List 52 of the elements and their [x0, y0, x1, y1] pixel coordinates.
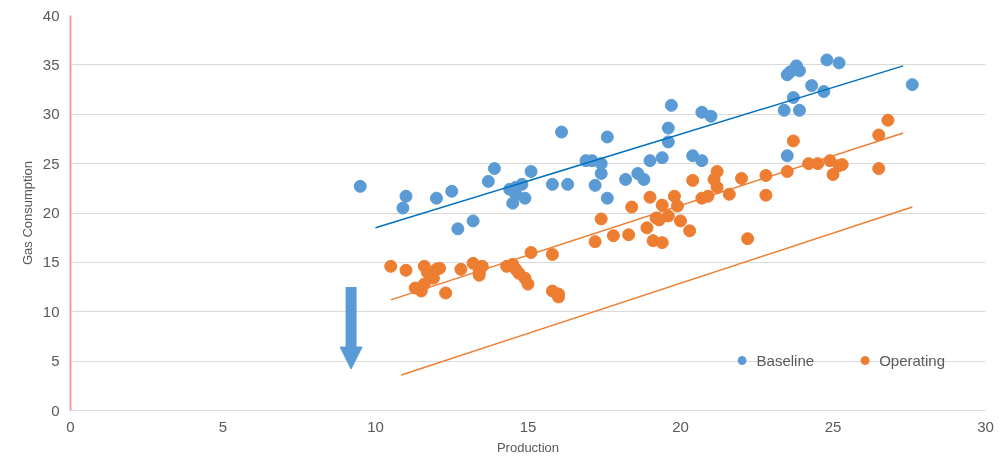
point — [805, 79, 819, 93]
y-tick-label: 35 — [42, 55, 60, 73]
y-tick-label: 5 — [51, 352, 60, 370]
point — [637, 172, 651, 186]
point — [481, 174, 495, 188]
point — [487, 162, 501, 176]
legend-label: Baseline — [756, 351, 815, 369]
point — [661, 121, 675, 135]
y-tick-label: 0 — [51, 401, 60, 419]
point — [643, 154, 657, 168]
point — [524, 165, 538, 179]
point — [353, 179, 367, 193]
point — [600, 130, 614, 144]
x-tick-label: 20 — [672, 417, 689, 435]
point — [619, 172, 633, 186]
point — [594, 167, 608, 180]
x-axis-title: Production — [496, 439, 560, 455]
point — [600, 191, 614, 205]
x-tick-label: 0 — [66, 417, 75, 435]
y-axis-title: Gas Consumption — [19, 160, 35, 266]
legend-label: Operating — [879, 351, 945, 369]
point — [655, 151, 669, 165]
point — [905, 78, 919, 92]
x-tick-label: 15 — [519, 417, 537, 435]
point — [399, 189, 413, 203]
y-tick-label: 30 — [42, 105, 60, 123]
point — [430, 191, 443, 205]
x-tick-label: 30 — [977, 417, 994, 435]
point — [545, 177, 559, 191]
y-tick-label: 15 — [42, 253, 60, 271]
point — [780, 149, 794, 163]
point — [704, 109, 718, 123]
point — [555, 125, 569, 139]
point — [792, 103, 806, 117]
point — [466, 214, 480, 228]
y-tick-label: 25 — [42, 154, 60, 172]
point — [561, 177, 575, 191]
point — [396, 201, 410, 215]
point — [695, 154, 709, 168]
point — [451, 222, 465, 236]
y-tick-label: 10 — [42, 302, 60, 320]
point — [445, 184, 459, 198]
y-tick-label: 20 — [42, 204, 60, 221]
point — [664, 98, 678, 112]
point — [832, 56, 846, 70]
x-tick-label: 25 — [824, 417, 842, 435]
point — [588, 178, 602, 192]
point — [820, 53, 834, 67]
point — [777, 103, 791, 117]
x-tick-label: 10 — [367, 417, 384, 435]
y-tick-label: 40 — [42, 6, 60, 24]
x-tick-label: 5 — [218, 417, 228, 435]
